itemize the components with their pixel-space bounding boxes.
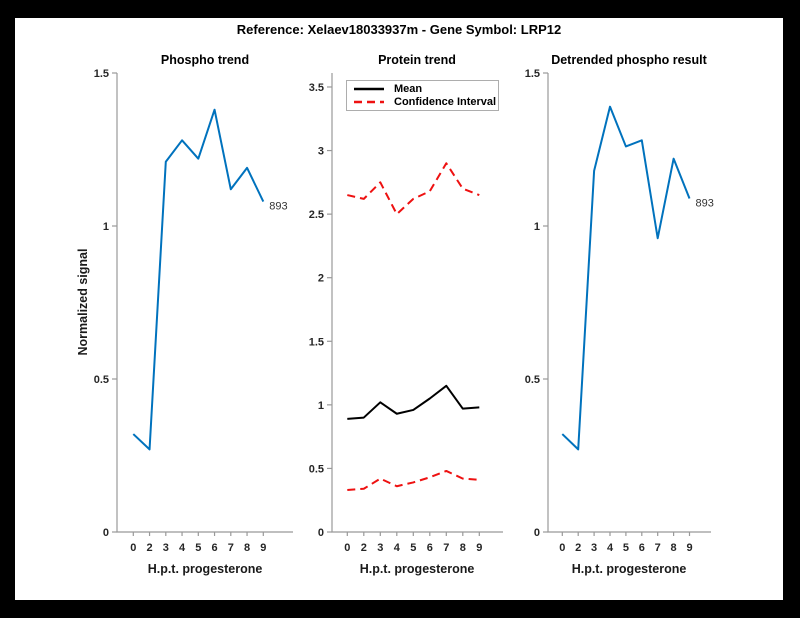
mean-line bbox=[347, 384, 480, 420]
legend-line-sample bbox=[354, 87, 384, 90]
protein-trend-title: Protein trend bbox=[378, 53, 456, 67]
x-tick-label: 0 bbox=[130, 542, 136, 554]
y-tick-label: 1.5 bbox=[525, 68, 540, 80]
x-axis-label-detrended: H.p.t. progesterone bbox=[571, 562, 687, 576]
x-tick-label: 2 bbox=[361, 542, 367, 554]
x-tick-label: 9 bbox=[476, 542, 482, 554]
y-tick-label: 0.5 bbox=[525, 374, 540, 386]
y-tick-label: 2 bbox=[318, 273, 324, 285]
y-tick-label: 0 bbox=[318, 527, 324, 539]
x-tick-label: 6 bbox=[211, 542, 217, 554]
x-tick-label: 9 bbox=[260, 542, 266, 554]
x-tick-label: 0 bbox=[559, 542, 565, 554]
series-end-label: 893 bbox=[696, 197, 714, 209]
legend-label: Confidence Interval bbox=[394, 96, 497, 109]
figure-background: Reference: Xelaev18033937m - Gene Symbol… bbox=[15, 18, 783, 600]
x-tick-label: 4 bbox=[607, 542, 614, 554]
detrended-result-title: Detrended phospho result bbox=[551, 53, 707, 67]
x-tick-label: 6 bbox=[427, 542, 433, 554]
axis-spine bbox=[116, 73, 293, 533]
x-tick-label: 2 bbox=[146, 542, 152, 554]
x-tick-label: 5 bbox=[410, 542, 416, 554]
y-tick-label: 1.5 bbox=[94, 68, 109, 80]
ci-lower-line bbox=[347, 469, 480, 492]
x-tick-label: 7 bbox=[228, 542, 234, 554]
axis-spine bbox=[331, 73, 503, 533]
legend: Mean Confidence Interval bbox=[346, 80, 499, 111]
figure-title: Reference: Xelaev18033937m - Gene Symbol… bbox=[236, 22, 562, 37]
phospho-trend-title: Phospho trend bbox=[160, 53, 250, 67]
x-tick-label: 3 bbox=[163, 542, 169, 554]
x-tick-label: 8 bbox=[460, 542, 466, 554]
protein-trend-plot: 00.511.522.533.50 2 3 4 5 6 7 8 9 bbox=[309, 73, 503, 554]
x-tick-label: 0 bbox=[344, 542, 350, 554]
ci-upper-line bbox=[347, 162, 480, 216]
axis-spine bbox=[547, 73, 711, 533]
x-tick-label: 3 bbox=[377, 542, 383, 554]
legend-line-sample bbox=[354, 101, 384, 104]
x-tick-label: 3 bbox=[591, 542, 597, 554]
x-tick-label: 8 bbox=[671, 542, 677, 554]
y-tick-label: 1 bbox=[318, 400, 324, 412]
x-tick-label: 8 bbox=[244, 542, 250, 554]
y-tick-label: 1.5 bbox=[309, 336, 324, 348]
detrended-phospho-line bbox=[561, 105, 691, 451]
x-tick-label: 6 bbox=[639, 542, 645, 554]
y-tick-label: 1 bbox=[534, 221, 540, 233]
y-tick-label: 3 bbox=[318, 146, 324, 158]
x-tick-label: 5 bbox=[623, 542, 629, 554]
x-tick-label: 4 bbox=[394, 542, 401, 554]
legend-entry-mean: Mean bbox=[353, 82, 498, 95]
legend-label: Mean bbox=[394, 82, 423, 95]
x-tick-label: 7 bbox=[655, 542, 661, 554]
x-tick-label: 2 bbox=[575, 542, 581, 554]
y-tick-label: 0 bbox=[103, 527, 109, 539]
x-axis-label-protein: H.p.t. progesterone bbox=[359, 562, 475, 576]
x-tick-label: 9 bbox=[686, 542, 692, 554]
x-tick-label: 7 bbox=[443, 542, 449, 554]
y-tick-label: 0.5 bbox=[94, 374, 109, 386]
x-tick-label: 4 bbox=[179, 542, 186, 554]
y-tick-label: 0 bbox=[534, 527, 540, 539]
x-axis-label-phospho: H.p.t. progesterone bbox=[147, 562, 263, 576]
y-tick-label: 0.5 bbox=[309, 463, 324, 475]
series-end-label: 893 bbox=[269, 201, 287, 213]
y-tick-label: 1 bbox=[103, 221, 109, 233]
y-tick-label: 2.5 bbox=[309, 209, 324, 221]
y-tick-label: 3.5 bbox=[309, 82, 324, 94]
phospho-signal-line bbox=[132, 108, 265, 451]
legend-entry-confidence-interval: Confidence Interval bbox=[353, 96, 498, 109]
x-tick-label: 5 bbox=[195, 542, 201, 554]
